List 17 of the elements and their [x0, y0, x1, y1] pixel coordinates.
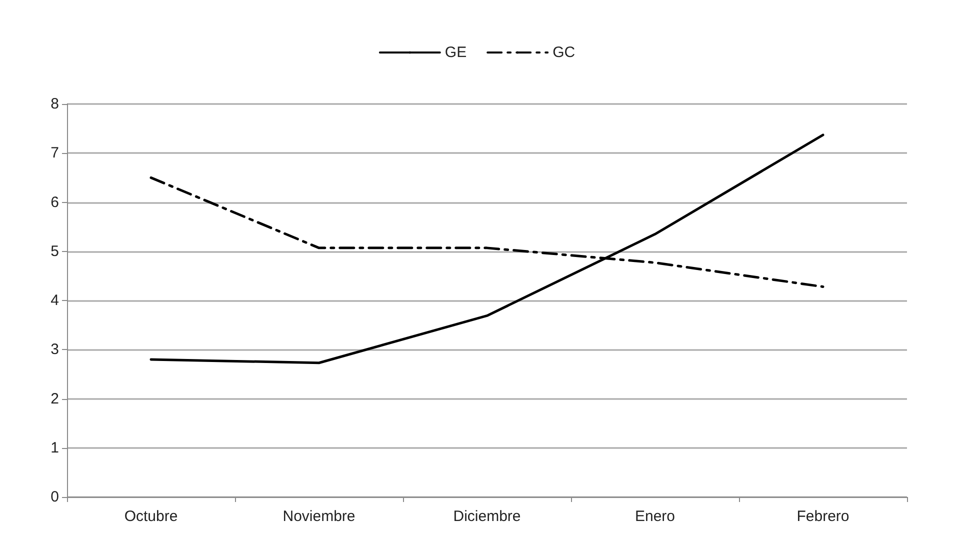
y-tick-label: 0 — [50, 488, 59, 506]
y-tick-label: 1 — [50, 439, 59, 456]
y-tick-label: 8 — [50, 96, 59, 112]
x-tick-label: Enero — [634, 508, 676, 525]
y-tick-label: 5 — [50, 242, 59, 260]
x-tick-label: Noviembre — [282, 508, 356, 525]
y-tick-label: 7 — [50, 144, 59, 162]
y-tick-label: 6 — [50, 194, 59, 211]
line-series — [150, 134, 824, 364]
y-tick-label: 4 — [50, 292, 59, 309]
x-tick-label: Diciembre — [453, 508, 521, 525]
x-tick-label: Octubre — [124, 508, 178, 525]
y-tick-label: 2 — [50, 390, 59, 408]
x-tick-label: Febrero — [796, 508, 850, 525]
y-tick-label: 3 — [50, 341, 59, 358]
legend-label: GC — [552, 44, 576, 61]
legend-label: GE — [444, 44, 467, 61]
